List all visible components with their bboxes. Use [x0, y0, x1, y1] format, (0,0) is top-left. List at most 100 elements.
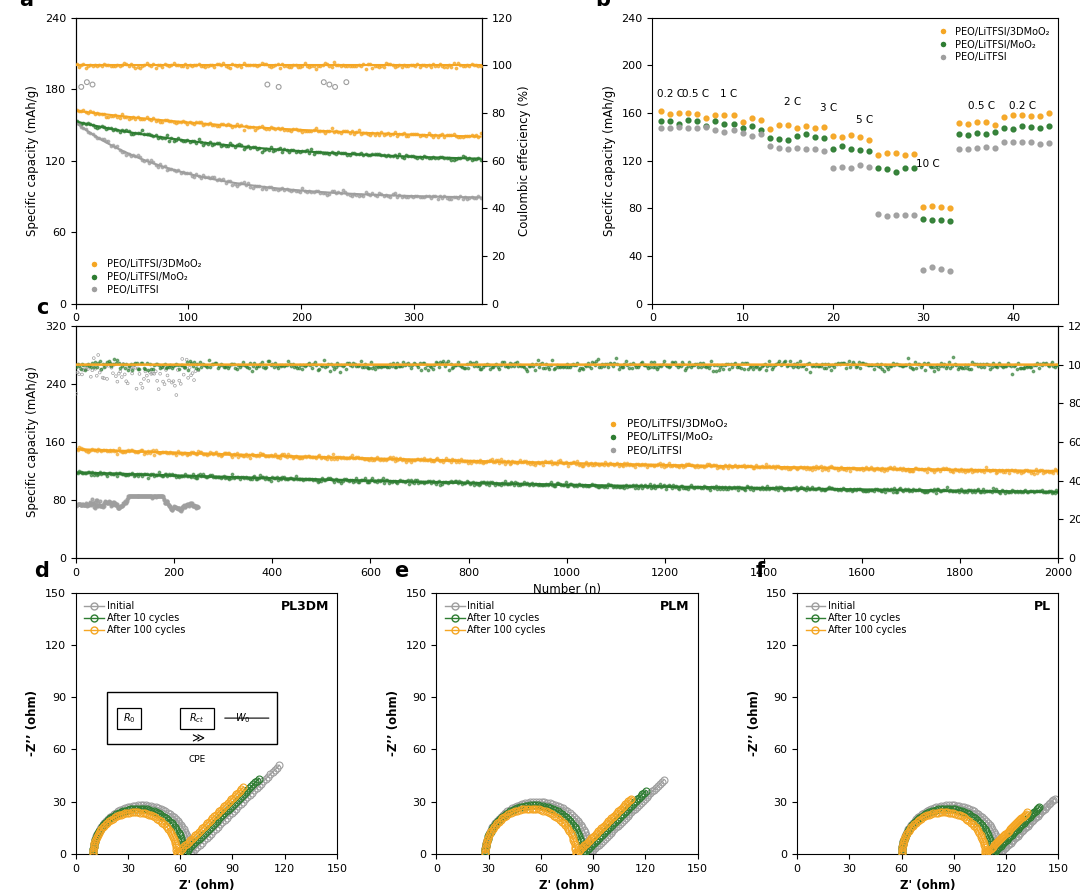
- Point: [418, 453, 435, 467]
- Point: [186, 373, 203, 388]
- Point: [201, 135, 218, 149]
- Point: [381, 356, 399, 371]
- Point: [728, 460, 745, 474]
- Point: [526, 457, 543, 472]
- Point: [696, 359, 713, 373]
- Point: [627, 478, 645, 492]
- Point: [915, 213, 932, 227]
- Point: [297, 358, 314, 372]
- Point: [253, 145, 270, 159]
- Point: [457, 476, 474, 490]
- Point: [288, 472, 306, 486]
- Point: [818, 461, 835, 475]
- Point: [352, 451, 369, 465]
- Point: [414, 190, 431, 204]
- Point: [942, 214, 959, 229]
- Point: [499, 360, 516, 374]
- Point: [205, 60, 222, 74]
- Point: [1044, 485, 1062, 499]
- Point: [418, 129, 435, 143]
- Point: [773, 461, 791, 475]
- Point: [299, 472, 316, 486]
- Point: [931, 359, 948, 373]
- Point: [487, 476, 504, 490]
- Point: [1014, 361, 1031, 375]
- Point: [325, 474, 342, 488]
- Point: [406, 473, 423, 488]
- Point: [1026, 358, 1043, 372]
- Point: [408, 473, 426, 488]
- Point: [518, 364, 536, 379]
- Point: [546, 361, 564, 375]
- Point: [779, 142, 796, 156]
- Point: [739, 479, 756, 493]
- Point: [404, 149, 421, 163]
- Point: [102, 496, 119, 510]
- Point: [1004, 108, 1022, 122]
- Point: [125, 489, 143, 504]
- Point: [514, 455, 531, 469]
- Point: [262, 60, 280, 74]
- Point: [854, 356, 872, 371]
- Point: [83, 355, 100, 370]
- Point: [729, 357, 746, 371]
- Point: [139, 373, 157, 388]
- Point: [933, 462, 950, 476]
- Point: [181, 361, 199, 375]
- Point: [1030, 464, 1048, 479]
- Point: [81, 444, 98, 458]
- Point: [341, 147, 359, 162]
- Point: [509, 455, 526, 470]
- Point: [675, 356, 692, 371]
- Point: [756, 356, 773, 371]
- Point: [343, 123, 361, 138]
- Point: [89, 499, 106, 513]
- Point: [712, 360, 729, 374]
- Point: [734, 125, 752, 139]
- Point: [174, 113, 191, 128]
- Point: [69, 497, 86, 512]
- Point: [84, 59, 102, 73]
- Point: [269, 361, 286, 375]
- Point: [405, 453, 422, 467]
- Point: [800, 481, 818, 496]
- Point: [697, 459, 714, 473]
- Point: [147, 61, 164, 75]
- Point: [118, 123, 135, 138]
- Point: [246, 179, 264, 193]
- Point: [332, 365, 349, 380]
- Point: [136, 127, 153, 141]
- Point: [865, 463, 882, 477]
- Point: [1010, 485, 1027, 499]
- Point: [582, 478, 599, 492]
- Point: [727, 480, 744, 495]
- Point: [94, 371, 111, 385]
- Point: [1034, 463, 1051, 477]
- Point: [183, 445, 200, 459]
- Point: [842, 162, 860, 176]
- Point: [404, 453, 421, 467]
- Point: [394, 355, 411, 370]
- Point: [932, 213, 949, 228]
- Point: [433, 190, 450, 204]
- Point: [319, 359, 336, 373]
- Point: [1015, 463, 1032, 478]
- Point: [822, 459, 839, 473]
- Point: [235, 471, 253, 485]
- Point: [986, 359, 1003, 373]
- Point: [213, 172, 230, 187]
- Point: [159, 496, 176, 510]
- Point: [262, 120, 280, 134]
- Point: [187, 361, 204, 375]
- Point: [283, 449, 300, 463]
- Point: [256, 472, 273, 486]
- Point: [107, 466, 124, 480]
- Point: [174, 446, 191, 461]
- Point: [171, 470, 188, 484]
- Point: [474, 475, 491, 489]
- Point: [779, 132, 796, 146]
- Point: [766, 358, 783, 372]
- Point: [176, 114, 193, 129]
- Point: [719, 356, 737, 371]
- Point: [327, 186, 345, 200]
